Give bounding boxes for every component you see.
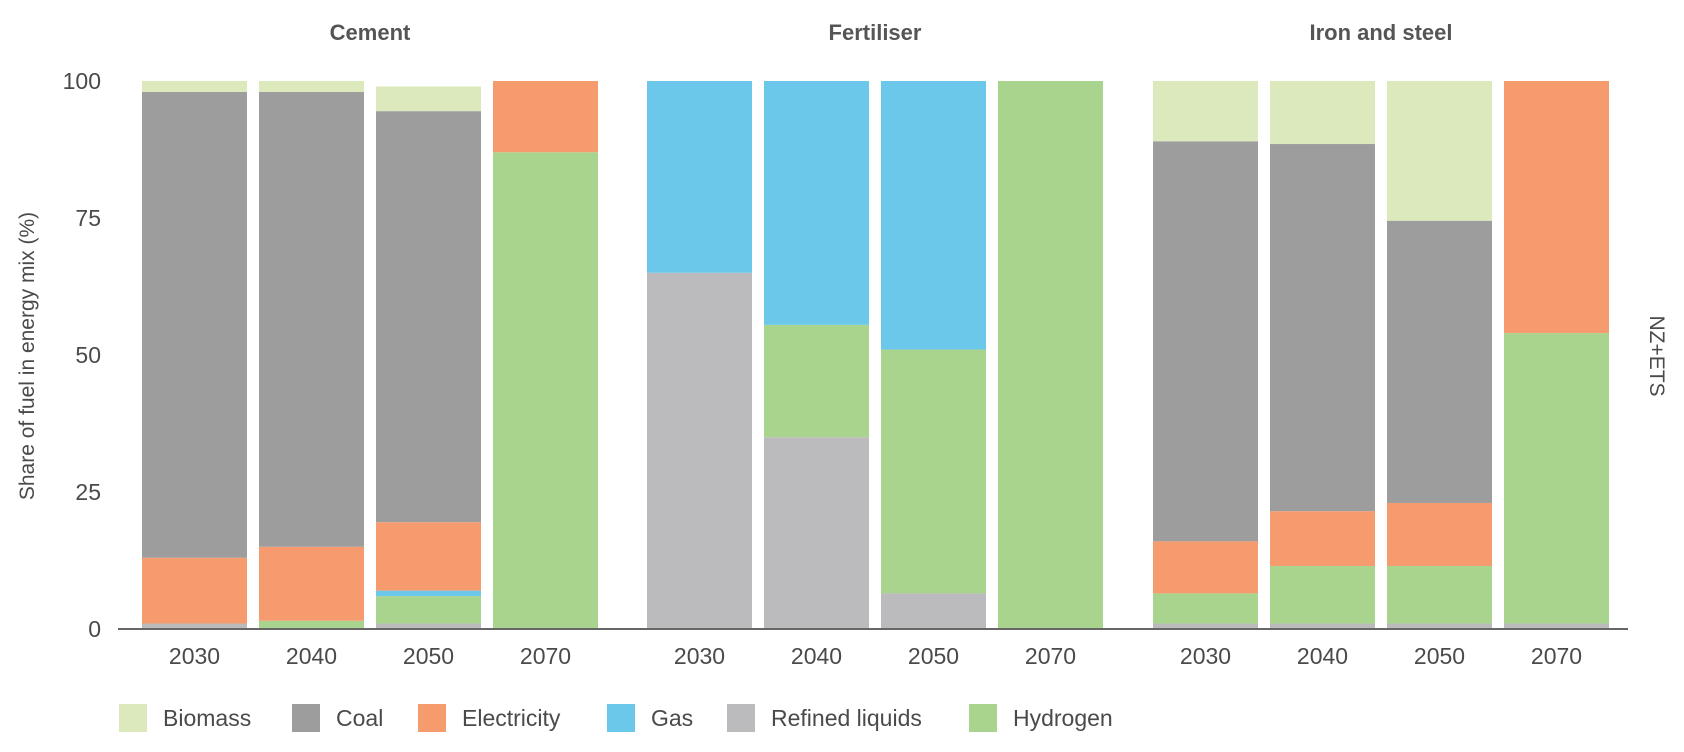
bars-layer (142, 81, 1609, 630)
legend-swatch-electricity (418, 704, 446, 732)
x-tick-label: 2030 (169, 643, 220, 669)
legend-swatch-refined-liquids (727, 704, 755, 732)
bar-iron-and-steel-2050-coal (1387, 220, 1492, 503)
bar-iron-and-steel-2030-electricity (1153, 541, 1258, 594)
bar-iron-and-steel-2030-refined-liquids (1153, 623, 1258, 629)
x-tick-label: 2070 (1531, 643, 1582, 669)
bar-cement-2040-coal (259, 91, 364, 547)
x-tick-label: 2050 (1414, 643, 1465, 669)
legend-label-electricity: Electricity (462, 705, 561, 731)
panel-title-fertiliser: Fertiliser (829, 20, 922, 45)
legend-label-gas: Gas (651, 705, 693, 731)
bar-fertiliser-2050-refined-liquids (881, 593, 986, 629)
bar-iron-and-steel-2030-coal (1153, 141, 1258, 542)
bar-iron-and-steel-2050-biomass (1387, 81, 1492, 221)
x-tick-label: 2040 (1297, 643, 1348, 669)
bar-cement-2050-coal (376, 111, 481, 523)
bar-iron-and-steel-2030-hydrogen (1153, 593, 1258, 624)
panel-title-cement: Cement (330, 20, 411, 45)
bar-cement-2030-refined-liquids (142, 623, 247, 629)
scenario-label: NZ+ETS (1645, 315, 1668, 396)
bar-fertiliser-2040-hydrogen (764, 324, 869, 438)
legend-label-refined-liquids: Refined liquids (771, 705, 922, 731)
bar-fertiliser-2040-refined-liquids (764, 437, 869, 629)
x-tick-label: 2030 (1180, 643, 1231, 669)
bar-iron-and-steel-2040-biomass (1270, 81, 1375, 145)
legend-swatch-hydrogen (969, 704, 997, 732)
x-tick-label: 2070 (520, 643, 571, 669)
bar-iron-and-steel-2050-hydrogen (1387, 565, 1492, 624)
bar-cement-2050-biomass (376, 86, 481, 112)
bar-cement-2040-biomass (259, 81, 364, 92)
bar-iron-and-steel-2050-electricity (1387, 502, 1492, 566)
bar-cement-2070-electricity (493, 81, 598, 153)
bar-cement-2030-coal (142, 91, 247, 558)
bar-fertiliser-2070-hydrogen (998, 81, 1103, 629)
bar-fertiliser-2030-gas (647, 81, 752, 273)
bar-iron-and-steel-2050-refined-liquids (1387, 623, 1492, 629)
x-tick-label: 2030 (674, 643, 725, 669)
bar-iron-and-steel-2070-hydrogen (1504, 333, 1609, 624)
bar-cement-2040-electricity (259, 546, 364, 621)
x-tick-label: 2070 (1025, 643, 1076, 669)
text-layer: Share of fuel in energy mix (%) NZ+ETS 0… (16, 20, 1668, 669)
bar-cement-2050-hydrogen (376, 596, 481, 624)
bar-cement-2030-electricity (142, 557, 247, 624)
bar-iron-and-steel-2070-electricity (1504, 81, 1609, 334)
y-tick-label: 0 (88, 616, 101, 642)
bar-fertiliser-2030-refined-liquids (647, 272, 752, 629)
x-tick-label: 2050 (403, 643, 454, 669)
bar-cement-2050-refined-liquids (376, 623, 481, 629)
y-tick-label: 75 (75, 205, 101, 231)
bar-cement-2040-hydrogen (259, 620, 364, 629)
y-tick-label: 25 (75, 479, 101, 505)
bar-iron-and-steel-2040-refined-liquids (1270, 623, 1375, 629)
legend-label-biomass: Biomass (163, 705, 251, 731)
panel-title-iron-and-steel: Iron and steel (1309, 20, 1452, 45)
bar-cement-2030-biomass (142, 81, 247, 92)
bar-fertiliser-2050-gas (881, 81, 986, 350)
y-axis-title: Share of fuel in energy mix (%) (16, 212, 39, 500)
legend-swatch-biomass (119, 704, 147, 732)
bar-fertiliser-2050-hydrogen (881, 349, 986, 594)
legend-swatch-coal (292, 704, 320, 732)
legend-label-hydrogen: Hydrogen (1013, 705, 1113, 731)
bar-iron-and-steel-2040-electricity (1270, 511, 1375, 566)
y-tick-label: 50 (75, 342, 101, 368)
x-tick-label: 2050 (908, 643, 959, 669)
bar-cement-2070-hydrogen (493, 152, 598, 630)
bar-fertiliser-2040-gas (764, 81, 869, 325)
bar-iron-and-steel-2070-refined-liquids (1504, 623, 1609, 629)
legend-label-coal: Coal (336, 705, 383, 731)
bar-cement-2050-electricity (376, 522, 481, 591)
bar-cement-2050-gas (376, 590, 481, 597)
x-tick-label: 2040 (286, 643, 337, 669)
bar-iron-and-steel-2030-biomass (1153, 81, 1258, 142)
bar-iron-and-steel-2040-hydrogen (1270, 565, 1375, 624)
bar-iron-and-steel-2040-coal (1270, 144, 1375, 512)
x-tick-label: 2040 (791, 643, 842, 669)
legend: Biomass Coal Electricity Gas Refined liquids… (119, 704, 1113, 732)
y-tick-label: 100 (63, 68, 101, 94)
legend-swatch-gas (607, 704, 635, 732)
